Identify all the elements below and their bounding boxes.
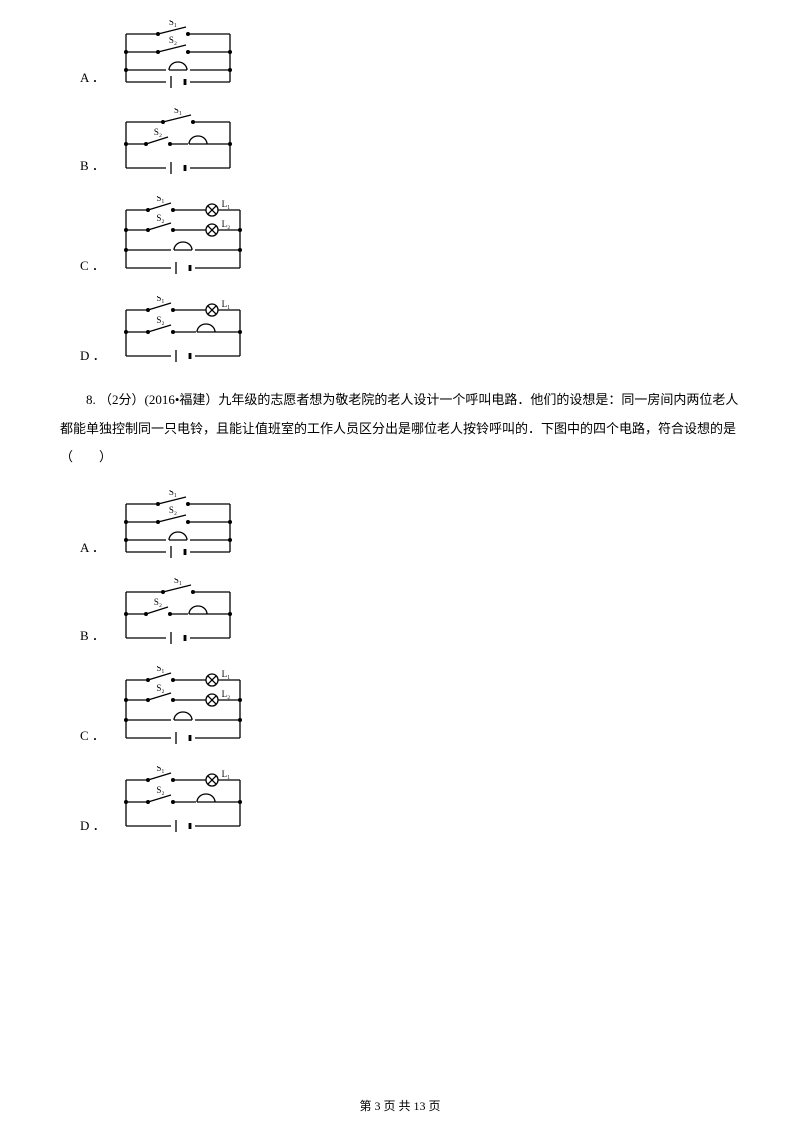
option-a-bottom: A ． S₁ S₂ (80, 490, 740, 560)
circuit-c-bottom: S₁ L₁ S₂ L₂ (118, 666, 248, 748)
option-label: A ． (80, 537, 108, 556)
option-b-bottom: B ． S₁ S₂ (80, 578, 740, 648)
option-d-top: D ． S₁ L₁ S₂ (80, 296, 740, 368)
option-label: D ． (80, 815, 108, 834)
svg-text:L₁: L₁ (222, 299, 231, 309)
circuit-d-top: S₁ L₁ S₂ (118, 296, 248, 368)
option-label: C ． (80, 255, 108, 274)
circuit-b-bottom: S₁ S₂ (118, 578, 238, 648)
option-label: A ． (80, 67, 108, 86)
option-a-top: A ． S₁ S₂ (80, 20, 740, 90)
svg-text:S₂: S₂ (156, 683, 164, 693)
svg-text:S₂: S₂ (156, 785, 164, 795)
svg-text:S₁: S₁ (169, 20, 177, 27)
option-d-bottom: D ． S₁ L₁ S₂ (80, 766, 740, 838)
page-footer: 第 3 页 共 13 页 (0, 1097, 800, 1114)
svg-text:S₁: S₁ (156, 296, 164, 303)
svg-text:S₂: S₂ (156, 315, 164, 325)
svg-text:S₂: S₂ (169, 505, 177, 515)
circuit-a-bottom: S₁ S₂ (118, 490, 238, 560)
svg-text:S₁: S₁ (156, 666, 164, 673)
svg-text:S₂: S₂ (154, 127, 162, 137)
svg-text:S₁: S₁ (169, 490, 177, 497)
svg-text:L₁: L₁ (222, 669, 231, 679)
svg-text:L₁: L₁ (222, 199, 231, 209)
svg-text:L₁: L₁ (222, 769, 231, 779)
svg-text:L₂: L₂ (222, 219, 231, 229)
option-c-top: C ． S₁ L₁ S₂ L₂ (80, 196, 740, 278)
svg-text:L₂: L₂ (222, 689, 231, 699)
option-label: C ． (80, 725, 108, 744)
option-b-top: B ． S₁ S₂ (80, 108, 740, 178)
question-8-text: 8. （2分）(2016•福建）九年级的志愿者想为敬老院的老人设计一个呼叫电路．… (60, 386, 740, 472)
circuit-c-top: S₁ L₁ S₂ L₂ (118, 196, 248, 278)
svg-text:S₁: S₁ (156, 766, 164, 773)
circuit-a-top: S₁ S₂ (118, 20, 238, 90)
svg-text:S₂: S₂ (156, 213, 164, 223)
option-label: B ． (80, 625, 108, 644)
circuit-b-top: S₁ S₂ (118, 108, 238, 178)
svg-text:S₂: S₂ (154, 597, 162, 607)
svg-text:S₁: S₁ (156, 196, 164, 203)
option-label: B ． (80, 155, 108, 174)
option-label: D ． (80, 345, 108, 364)
option-c-bottom: C ． S₁ L₁ S₂ L₂ (80, 666, 740, 748)
svg-text:S₂: S₂ (169, 35, 177, 45)
circuit-d-bottom: S₁ L₁ S₂ (118, 766, 248, 838)
svg-text:S₁: S₁ (174, 108, 182, 115)
svg-text:S₁: S₁ (174, 578, 182, 585)
